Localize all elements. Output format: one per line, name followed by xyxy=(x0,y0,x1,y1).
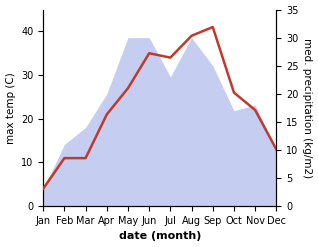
Y-axis label: max temp (C): max temp (C) xyxy=(5,72,16,144)
Y-axis label: med. precipitation (kg/m2): med. precipitation (kg/m2) xyxy=(302,38,313,178)
X-axis label: date (month): date (month) xyxy=(119,231,201,242)
